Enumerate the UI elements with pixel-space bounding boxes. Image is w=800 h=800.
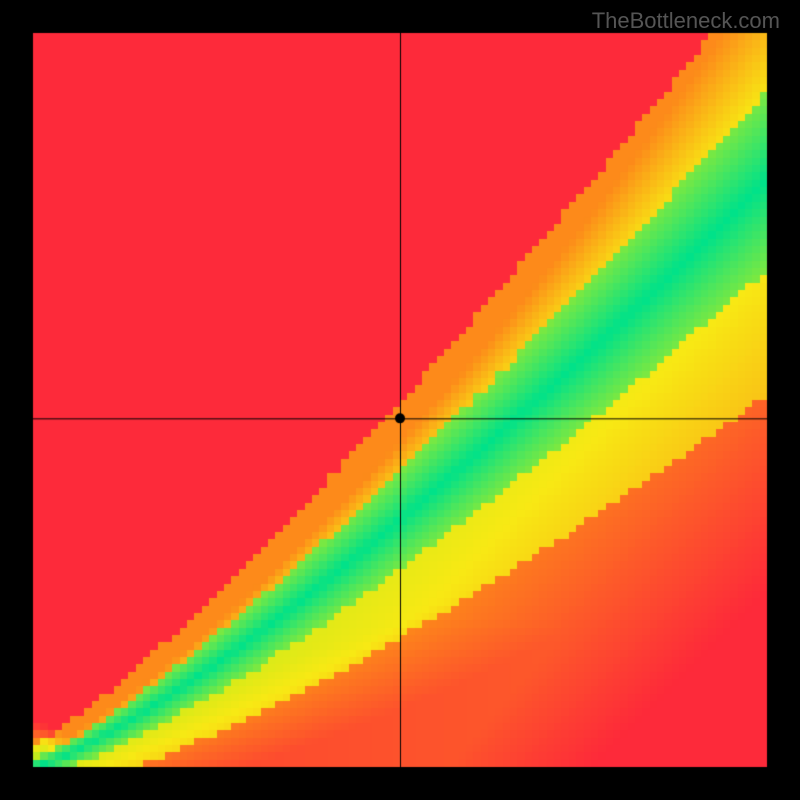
chart-frame: TheBottleneck.com	[0, 0, 800, 800]
bottleneck-heatmap	[0, 0, 800, 800]
watermark-text: TheBottleneck.com	[592, 8, 780, 34]
